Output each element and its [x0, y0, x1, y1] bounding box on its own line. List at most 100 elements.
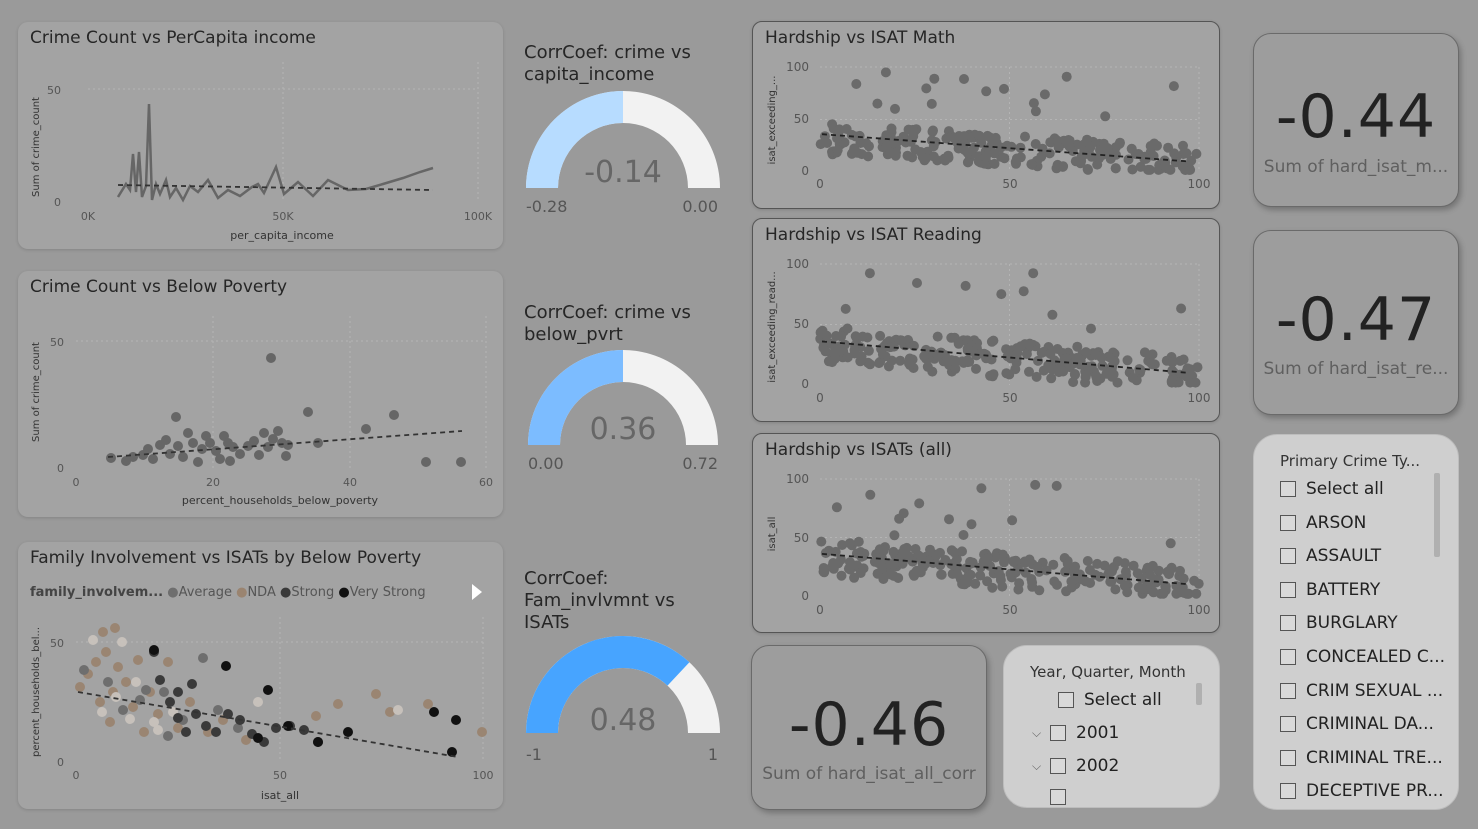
x-tick-40: 40: [343, 476, 357, 489]
checkbox-icon[interactable]: [1280, 649, 1296, 665]
scatter-point: [966, 132, 977, 143]
checkbox-icon[interactable]: [1050, 725, 1066, 741]
scatter-point: [1077, 574, 1088, 585]
scatter-point: [919, 351, 930, 362]
scatter-point: [1027, 577, 1038, 588]
scatter-point: [999, 557, 1009, 568]
family-card[interactable]: Family Involvement vs ISATs by Below Pov…: [18, 542, 503, 809]
crime-type-item[interactable]: Select all: [1280, 479, 1384, 499]
scatter-point: [1137, 583, 1148, 594]
crime-type-item[interactable]: CONCEALED C...: [1280, 647, 1445, 667]
scatter-point: [1026, 159, 1037, 170]
crime-poverty-card[interactable]: Crime Count vs Below Poverty 50 0 0 20 4…: [18, 271, 503, 517]
scatter-point: [1162, 566, 1173, 577]
scatter-point: [1185, 364, 1196, 375]
trend-line: [821, 133, 1190, 163]
checkbox-icon[interactable]: [1280, 682, 1296, 699]
scatter-point: [888, 546, 899, 557]
checkbox-icon[interactable]: [1058, 692, 1074, 708]
scatter-point: [1072, 341, 1083, 352]
checkbox-icon[interactable]: [1280, 514, 1296, 531]
scatter-point: [1005, 568, 1016, 579]
gauge-crime-poverty[interactable]: CorrCoef: crime vs below_pvrt 0.36 0.00 …: [520, 300, 730, 480]
scatter-point: [1081, 347, 1091, 358]
scatter-point: [1011, 352, 1022, 363]
scatter-point: [1191, 148, 1202, 159]
checkbox-icon[interactable]: [1280, 749, 1296, 766]
crime-type-item[interactable]: CRIM SEXUAL ...: [1280, 681, 1443, 701]
checkbox-icon[interactable]: [1050, 758, 1066, 774]
x-tick-100: 100: [473, 769, 494, 782]
scrollbar-thumb[interactable]: [1434, 473, 1440, 557]
checkbox-icon[interactable]: [1280, 615, 1296, 632]
scatter-point: [1057, 161, 1068, 172]
hard-math-card[interactable]: Hardship vs ISAT Math 100 50 0 0 50 100 …: [752, 21, 1220, 209]
scatter-point: [1128, 560, 1139, 571]
scatter-point: [1086, 323, 1096, 334]
y-tick-50: 50: [50, 336, 64, 349]
crime-type-item[interactable]: CRIMINAL TRE...: [1280, 748, 1443, 768]
date-slicer[interactable]: Year, Quarter, Month Select all ⌵ 2001 ⌵…: [1003, 645, 1220, 808]
crime-type-item[interactable]: ARSON: [1280, 513, 1366, 533]
crime-type-slicer[interactable]: Primary Crime Ty... Select all ARSON ASSAU…: [1253, 434, 1459, 810]
date-slicer-title: Year, Quarter, Month: [1030, 663, 1186, 681]
scatter-point: [982, 576, 993, 587]
scatter-point: [849, 143, 860, 154]
date-item-partial[interactable]: [1050, 789, 1076, 805]
chevron-down-icon[interactable]: ⌵: [1032, 725, 1042, 740]
scatter-point: [975, 570, 986, 581]
kpi-reading[interactable]: -0.47 Sum of hard_isat_re...: [1253, 230, 1459, 415]
gauge-family[interactable]: CorrCoef: Fam_invlvmnt vs ISATs 0.48 -1 …: [520, 568, 730, 768]
x-axis-label: percent_households_below_poverty: [182, 494, 379, 507]
checkbox-icon[interactable]: [1280, 548, 1296, 565]
crime-type-item[interactable]: BURGLARY: [1280, 613, 1398, 633]
crime-type-item[interactable]: CRIMINAL DA...: [1280, 714, 1434, 734]
scatter-point: [905, 136, 916, 147]
scatter-point: [1085, 565, 1095, 575]
crime-type-item[interactable]: DECEPTIVE PR...: [1280, 781, 1444, 801]
scatter-point: [990, 552, 1001, 563]
legend-strong: Strong: [291, 585, 335, 600]
trend-line: [821, 552, 1190, 586]
crime-type-item[interactable]: ASSAULT: [1280, 546, 1381, 566]
y-tick-50: 50: [47, 84, 61, 97]
crime-type-item[interactable]: BATTERY: [1280, 580, 1380, 600]
hard-reading-card[interactable]: Hardship vs ISAT Reading 100 50 0 0 50 1…: [752, 218, 1220, 422]
scatter-point: [1034, 585, 1045, 596]
scatter-point: [896, 335, 907, 346]
legend-next-arrow-icon[interactable]: [472, 584, 482, 600]
scatter-point: [996, 289, 1007, 300]
scatter-point: [1069, 369, 1080, 379]
checkbox-icon[interactable]: [1280, 481, 1296, 497]
scatter-point: [844, 538, 855, 549]
x-tick-100: 100: [1188, 177, 1211, 191]
scatter-point: [1018, 286, 1029, 297]
scatter-point: [967, 557, 978, 568]
scatter-point: [959, 131, 970, 142]
scatter-point: [1178, 354, 1189, 365]
gauge-title: CorrCoef: crime vs capita_income: [524, 42, 691, 86]
y-tick-0: 0: [801, 589, 809, 603]
family-chart: 50 0 0 50 100 isat_all percent_household…: [31, 617, 494, 802]
date-item-2001[interactable]: ⌵ 2001: [1032, 723, 1119, 743]
scatter-point: [1045, 348, 1056, 359]
chevron-down-icon[interactable]: ⌵: [1032, 758, 1042, 773]
scatter-point: [1036, 347, 1047, 358]
scatter-point: [908, 340, 919, 351]
checkbox-icon[interactable]: [1280, 716, 1296, 733]
scatter-point: [928, 151, 939, 162]
kpi-math[interactable]: -0.44 Sum of hard_isat_m...: [1253, 33, 1459, 207]
hard-all-card[interactable]: Hardship vs ISATs (all) 100 50 0 0 50 10…: [752, 433, 1220, 633]
scatter-point: [850, 131, 861, 142]
checkbox-icon[interactable]: [1280, 581, 1296, 598]
crime-income-card[interactable]: Crime Count vs PerCapita income 50 0 0K …: [18, 22, 503, 249]
scrollbar-thumb[interactable]: [1196, 683, 1202, 705]
gauge-crime-income[interactable]: CorrCoef: crime vs capita_income -0.14 -…: [520, 40, 730, 220]
checkbox-icon[interactable]: [1050, 789, 1066, 805]
date-select-all[interactable]: Select all: [1058, 690, 1162, 710]
date-item-2002[interactable]: ⌵ 2002: [1032, 756, 1119, 776]
checkbox-icon[interactable]: [1280, 783, 1296, 800]
gauge-title-line2: Fam_invlvmnt vs: [524, 590, 675, 611]
scatter-point: [1030, 479, 1041, 490]
kpi-all[interactable]: -0.46 Sum of hard_isat_all_corr: [751, 645, 987, 810]
